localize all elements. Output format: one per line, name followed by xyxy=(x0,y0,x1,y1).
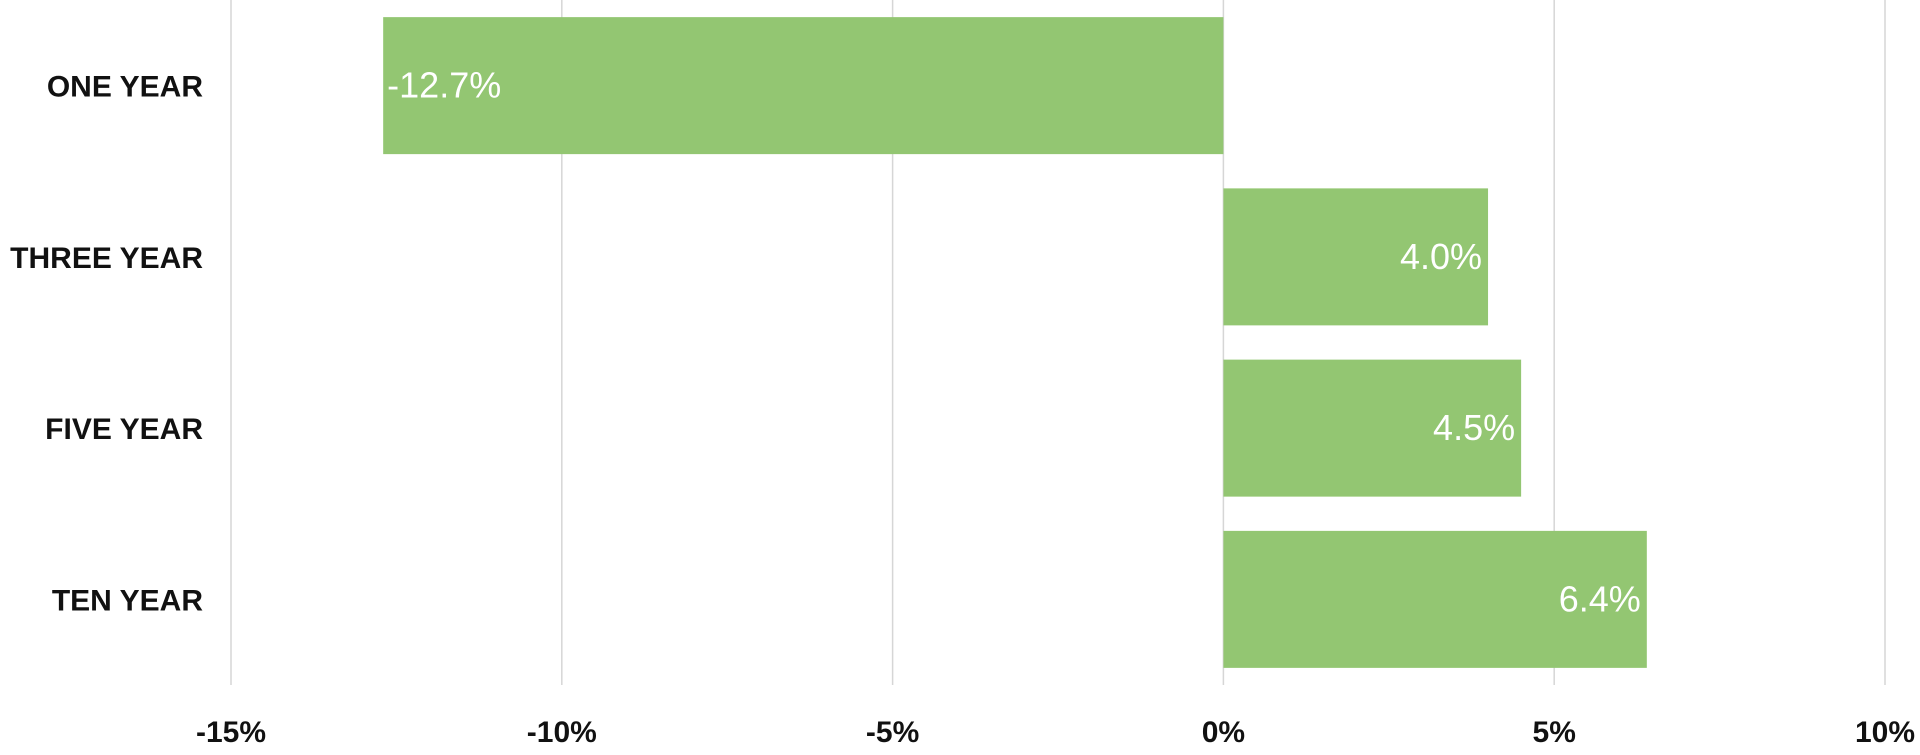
x-tick-label: 10% xyxy=(1855,716,1915,749)
bars: -12.7% 4.0% 4.5% 6.4% xyxy=(383,17,1647,668)
data-label: 6.4% xyxy=(1559,578,1641,619)
bar xyxy=(1223,188,1489,326)
category-label: ONE YEAR xyxy=(47,71,203,104)
bar xyxy=(1223,530,1647,668)
x-tick-label: 5% xyxy=(1533,716,1576,749)
category-labels: ONE YEAR THREE YEAR FIVE YEAR TEN YEAR xyxy=(10,71,203,618)
bar xyxy=(383,17,1224,155)
category-label: FIVE YEAR xyxy=(45,413,203,446)
category-label: TEN YEAR xyxy=(52,584,203,617)
data-label: 4.5% xyxy=(1433,407,1515,448)
x-tick-label: -15% xyxy=(196,716,266,749)
x-tick-label: -10% xyxy=(527,716,597,749)
bar xyxy=(1223,359,1522,497)
data-label: 4.0% xyxy=(1400,236,1482,277)
data-label: -12.7% xyxy=(387,65,501,106)
x-tick-label: 0% xyxy=(1202,716,1245,749)
x-tick-label: -5% xyxy=(866,716,919,749)
category-label: THREE YEAR xyxy=(10,242,203,275)
x-axis-tick-labels: -15% -10% -5% 0% 5% 10% xyxy=(196,716,1915,749)
